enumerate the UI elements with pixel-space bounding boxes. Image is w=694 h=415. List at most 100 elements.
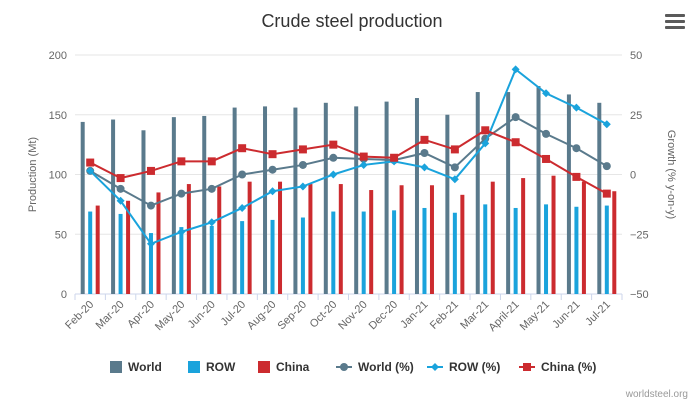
line-point	[177, 157, 186, 166]
line-point	[523, 363, 531, 371]
series-line	[89, 115, 608, 207]
legend-item: World	[110, 360, 162, 374]
x-tick-label: May-21	[518, 299, 552, 333]
bar	[338, 184, 343, 294]
line-point	[511, 65, 520, 74]
legend-swatch	[188, 361, 200, 373]
bar	[323, 102, 328, 294]
line-point	[572, 103, 581, 112]
line-point	[572, 144, 581, 153]
line-point	[268, 165, 277, 174]
bar	[483, 204, 488, 294]
bar	[270, 219, 275, 294]
bar	[506, 92, 511, 294]
line-point	[390, 153, 399, 162]
line-point	[146, 201, 155, 210]
legend-item: China	[258, 360, 310, 374]
bar	[331, 211, 336, 294]
bar	[118, 213, 123, 294]
bar	[392, 210, 397, 294]
bar	[88, 211, 93, 294]
legend: World ROW China World (%) ROW (%) China (%)	[110, 360, 596, 374]
bar	[414, 98, 419, 295]
line-point	[340, 363, 348, 371]
line-point	[542, 129, 551, 138]
y2-axis-title: Growth (% y-on-y)	[665, 130, 677, 219]
bars	[80, 86, 617, 295]
line-point	[146, 166, 155, 175]
bar	[300, 217, 305, 294]
y2-tick-label: 25	[630, 110, 642, 122]
line-point	[86, 158, 95, 167]
bar	[604, 205, 609, 294]
bar	[460, 194, 465, 294]
bar	[597, 102, 602, 294]
line-point	[359, 160, 368, 169]
line-point	[542, 89, 551, 98]
legend-label: ROW	[206, 360, 236, 374]
x-tick-label: Sep-20	[275, 299, 309, 333]
hamburger-menu-icon[interactable]	[665, 14, 685, 30]
bar	[384, 101, 389, 294]
bar	[240, 221, 245, 294]
credit-link[interactable]: worldsteel.org	[625, 389, 688, 400]
bar	[544, 204, 549, 294]
line-point	[238, 170, 247, 179]
x-tick-label: Mar-20	[94, 299, 127, 332]
bar	[80, 121, 85, 294]
line-point	[420, 148, 429, 157]
bar	[566, 94, 571, 294]
bar	[148, 233, 153, 294]
bar	[475, 92, 480, 294]
bar	[581, 181, 586, 294]
bar	[247, 181, 252, 294]
bar	[202, 115, 207, 294]
y-tick-label: 0	[61, 289, 67, 301]
x-tick-label: Mar-21	[458, 299, 491, 332]
bar	[263, 106, 268, 294]
line-point	[450, 145, 459, 154]
y-tick-label: 200	[49, 50, 67, 62]
x-tick-label: May-20	[153, 299, 187, 333]
x-tick-label: Apr-20	[125, 299, 157, 331]
legend-item: ROW (%)	[427, 360, 500, 374]
line-point	[420, 135, 429, 144]
lines	[86, 65, 611, 248]
bar	[217, 186, 222, 294]
x-tick-label: Jun-21	[550, 299, 582, 331]
bar	[232, 107, 237, 294]
series-line	[89, 129, 608, 195]
line-point	[116, 174, 125, 183]
bar	[126, 200, 131, 294]
bar	[308, 184, 313, 294]
x-tick-label: April-21	[486, 299, 521, 334]
y2-tick-label: 50	[630, 50, 642, 62]
x-tick-label: Feb-21	[428, 299, 461, 332]
bar	[186, 184, 191, 294]
y2-tick-label: 0	[630, 170, 636, 182]
line-point	[602, 162, 611, 171]
line-point	[116, 184, 125, 193]
bar	[429, 185, 434, 294]
bar	[278, 181, 283, 294]
line-point	[329, 170, 338, 179]
legend-item: ROW	[188, 360, 236, 374]
legend-label: China	[276, 360, 310, 374]
line-point	[481, 139, 490, 148]
y-axis-title: Production (Mt)	[27, 137, 39, 212]
bar	[422, 207, 427, 294]
line-point	[329, 140, 338, 149]
line-point	[420, 163, 429, 172]
y2-tick-label: −25	[630, 229, 649, 241]
legend-label: ROW (%)	[449, 360, 500, 374]
line-point	[207, 157, 216, 166]
x-tick-label: Jun-20	[186, 299, 218, 331]
bar	[612, 191, 617, 294]
line-point	[298, 160, 307, 169]
bar	[513, 207, 518, 294]
line-point	[450, 163, 459, 172]
line-point	[359, 152, 368, 161]
x-tick-label: Dec-20	[367, 299, 401, 333]
line-point	[511, 113, 520, 122]
